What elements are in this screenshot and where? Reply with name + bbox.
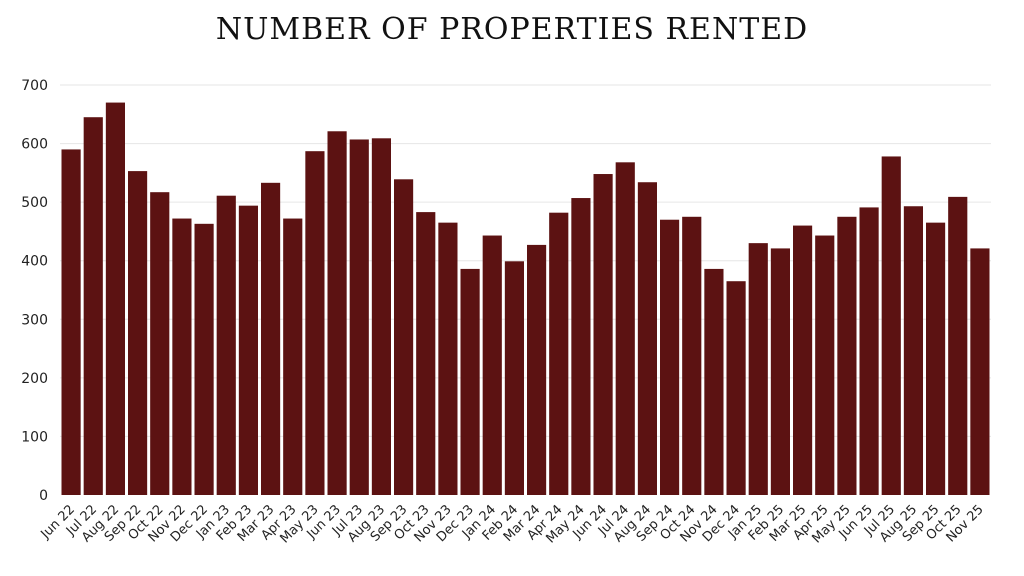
bar bbox=[172, 218, 192, 496]
y-tick-label: 500 bbox=[21, 195, 48, 211]
bar bbox=[371, 138, 391, 496]
bar bbox=[903, 206, 923, 495]
y-tick-label: 0 bbox=[39, 488, 48, 504]
y-axis-ticks: 0 100 200 300 400 500 600 700 bbox=[21, 78, 48, 504]
gridlines bbox=[60, 84, 991, 437]
bar bbox=[416, 212, 436, 495]
y-tick-label: 700 bbox=[21, 78, 48, 94]
bar bbox=[150, 192, 170, 495]
bar bbox=[327, 131, 347, 495]
bar bbox=[460, 268, 480, 495]
bar bbox=[970, 248, 990, 495]
bar bbox=[682, 216, 702, 496]
bar bbox=[615, 162, 635, 496]
bars bbox=[61, 102, 990, 496]
bar bbox=[105, 102, 125, 496]
y-tick-label: 100 bbox=[21, 429, 48, 445]
bar bbox=[349, 139, 369, 495]
bar bbox=[726, 281, 746, 495]
bar bbox=[815, 235, 835, 495]
bar bbox=[283, 218, 303, 496]
bar bbox=[394, 179, 414, 496]
bar bbox=[637, 182, 657, 495]
bar bbox=[527, 244, 547, 495]
bar bbox=[793, 225, 813, 496]
bar bbox=[261, 182, 281, 496]
bar bbox=[770, 248, 790, 495]
bar bbox=[83, 117, 103, 495]
bar bbox=[859, 207, 879, 495]
bar bbox=[704, 268, 724, 495]
bar bbox=[194, 223, 214, 496]
y-tick-label: 400 bbox=[21, 254, 48, 270]
y-tick-label: 600 bbox=[21, 137, 48, 153]
bar bbox=[549, 212, 569, 495]
chart-title: NUMBER OF PROPERTIES RENTED bbox=[215, 12, 809, 47]
y-tick-label: 300 bbox=[21, 312, 48, 328]
bar bbox=[128, 171, 148, 495]
bar bbox=[926, 222, 946, 495]
bar bbox=[881, 156, 901, 495]
bar bbox=[593, 174, 613, 495]
bar bbox=[660, 219, 680, 495]
bar bbox=[504, 261, 524, 495]
bar bbox=[238, 205, 258, 495]
y-tick-label: 200 bbox=[21, 371, 48, 387]
bar bbox=[438, 222, 458, 495]
bar bbox=[571, 198, 591, 496]
bar bbox=[482, 235, 502, 495]
bar bbox=[61, 149, 81, 495]
bar bbox=[837, 216, 857, 496]
bar bbox=[748, 243, 768, 495]
bar bbox=[216, 195, 236, 495]
bar bbox=[305, 151, 325, 495]
bar bbox=[948, 196, 968, 495]
